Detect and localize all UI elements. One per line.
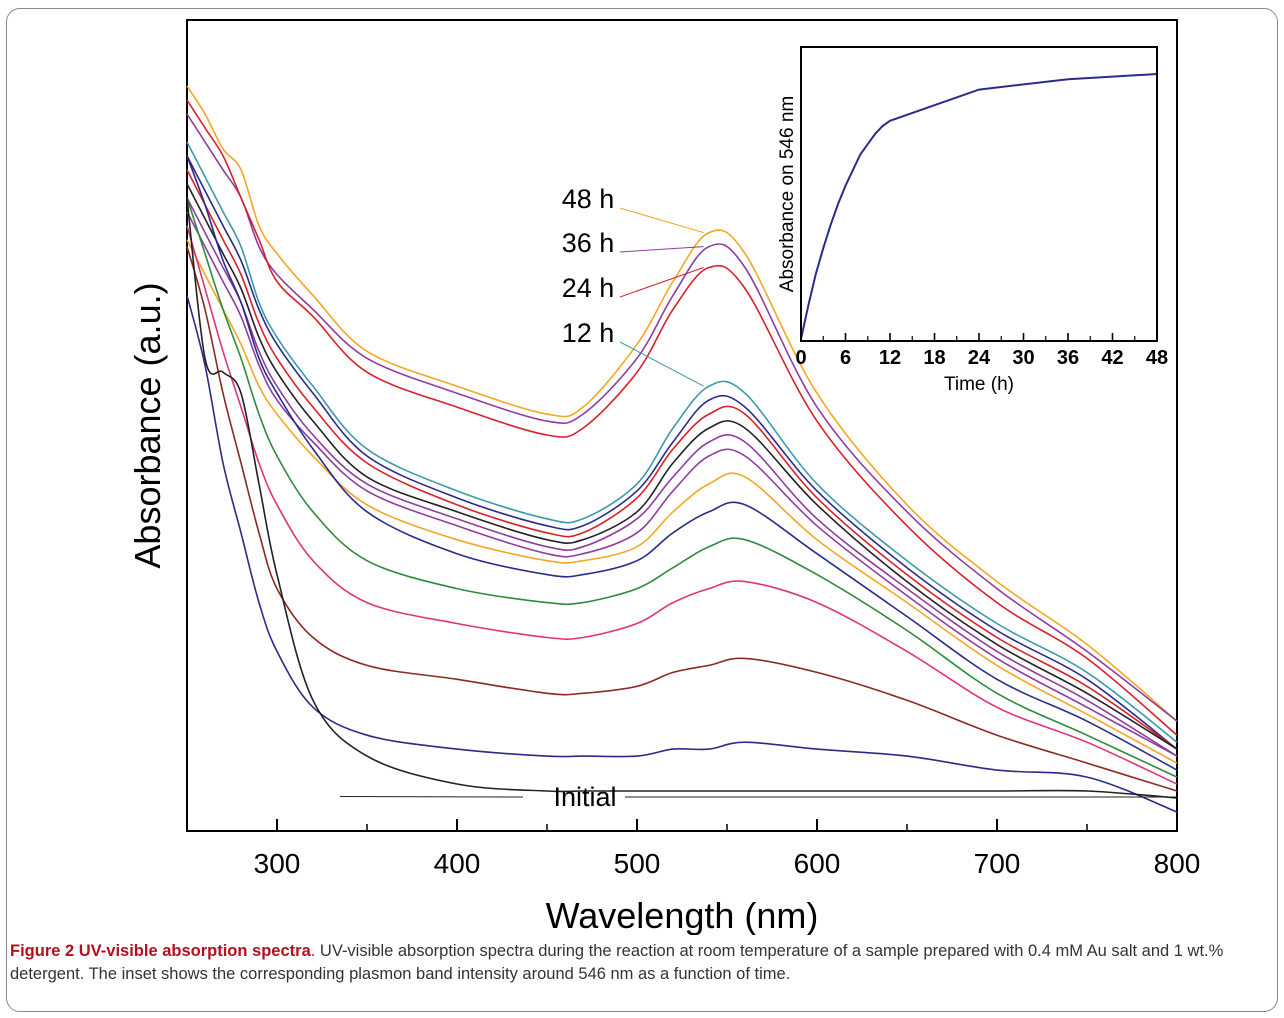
annotation-leader-line (619, 341, 704, 387)
spectrum-line (186, 197, 1178, 799)
spectrum-line (186, 239, 1178, 764)
spectrum-line (186, 197, 1178, 757)
inset-x-axis-label: Time (h) (944, 374, 1014, 395)
caption-title-period: . (310, 942, 316, 960)
main-x-tick-label: 400 (434, 848, 481, 879)
spectrum-line (186, 246, 1178, 792)
main-x-tick-label: 600 (794, 848, 841, 879)
spectrum-line (186, 225, 1178, 785)
spectrum-line (186, 211, 1178, 757)
series-annotation-label: 24 h (562, 273, 615, 303)
spectrum-line (186, 85, 1178, 722)
main-x-tick-label: 800 (1154, 848, 1201, 879)
main-x-ticks: 300 400 500 600 700 800 (186, 819, 1201, 879)
inset-series-line (800, 73, 1158, 340)
annotation-leader-line (619, 207, 704, 234)
main-series-lines (186, 85, 1178, 813)
series-annotation-label: 12 h (562, 318, 615, 348)
inset-x-tick-label: 18 (923, 347, 945, 369)
inset-x-tick-label: 24 (968, 347, 991, 369)
main-y-axis-label: Absorbance (a.u.) (127, 282, 168, 568)
inset-plot-frame (800, 46, 1158, 342)
spectrum-line (186, 169, 1178, 750)
spectrum-line (186, 155, 1178, 771)
series-annotation-label: 36 h (562, 228, 615, 258)
main-annotations: 48 h 36 h 24 h 12 h Initial (339, 184, 1177, 812)
caption-text: UV-visible absorption spectra during the… (10, 942, 1224, 983)
series-annotation-label: 48 h (562, 184, 615, 214)
spectrum-line (186, 99, 1178, 736)
series-annotation-label: Initial (553, 782, 616, 812)
spectrum-line (186, 155, 1178, 750)
main-x-tick-label: 300 (254, 848, 301, 879)
main-plot-frame (186, 19, 1178, 832)
inset-x-ticks: 0 6 12 18 24 30 36 42 48 (795, 333, 1168, 369)
inset-background (801, 47, 1157, 341)
main-x-tick-label: 700 (974, 848, 1021, 879)
spectrum-line (186, 295, 1178, 813)
main-x-axis-label: Wavelength (nm) (546, 895, 819, 935)
spectrum-line (186, 197, 1178, 778)
inset-time-series (800, 73, 1158, 340)
inset-x-tick-label: 0 (795, 347, 806, 369)
annotation-leader-line (619, 267, 704, 298)
inset-x-tick-label: 30 (1012, 347, 1034, 369)
main-chart: 300 400 500 600 700 800 48 h36 h24 h12 hIniti… (127, 19, 1201, 935)
inset-x-tick-label: 6 (840, 347, 851, 369)
inset-x-tick-label: 48 (1146, 347, 1168, 369)
spectrum-line (186, 183, 1178, 750)
chart-svg: 300 400 500 600 700 800 48 h36 h24 h12 hIniti… (127, 19, 1201, 935)
main-x-tick-label: 500 (614, 848, 661, 879)
inset-x-tick-label: 42 (1101, 347, 1123, 369)
inset-x-tick-label: 12 (879, 347, 901, 369)
figure-caption: Figure 2 UV-visible absorption spectra. … (10, 940, 1280, 986)
spectrum-line (186, 113, 1178, 722)
caption-title: Figure 2 UV-visible absorption spectra (10, 942, 311, 960)
inset-y-axis-label: Absorbance on 546 nm (777, 96, 798, 292)
spectrum-line (186, 141, 1178, 743)
inset-chart: 0 6 12 18 24 30 36 42 48 Time (h) Absorbance on … (777, 46, 1168, 395)
inset-x-tick-label: 36 (1057, 347, 1079, 369)
annotation-leader-line (619, 246, 704, 253)
